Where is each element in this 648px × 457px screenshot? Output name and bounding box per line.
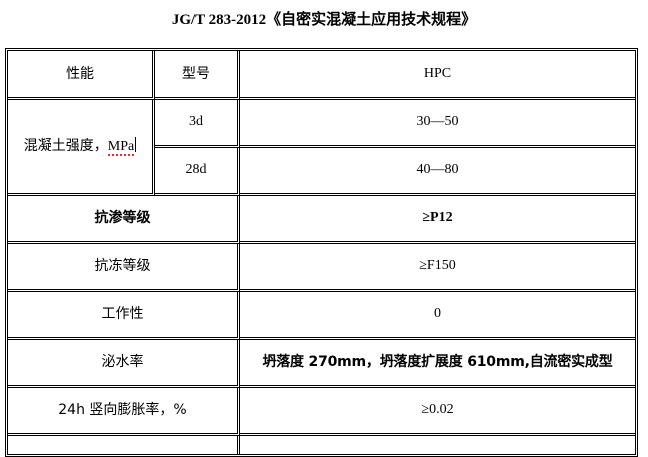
table-row: 28d 40—80 [8,148,635,196]
row-label-frost-resistance-grade: 抗冻等级 [8,244,240,292]
cell-age-3d: 3d [155,100,240,148]
standard-code: JG/T 283-2012 [171,12,267,28]
table-row [8,436,635,454]
cell-bleeding-rate-value: 坍落度 270mm，坍落度扩展度 610mm,自流密实成型 [240,340,635,388]
row-label-vertical-expansion-24h: 24h 竖向膨胀率，% [8,388,240,436]
specification-table: 性能 型号 HPC 混凝土强度，MPa 3d 30—50 28d 40—80 抗… [5,48,638,457]
cell-frost-resistance-value: ≥F150 [240,244,635,292]
table-row: 混凝土强度，MPa 3d 30—50 [8,100,635,196]
table-header-row: 性能 型号 HPC [8,51,635,100]
cell-empty [240,436,635,454]
cell-strength-3d: 30—50 [240,100,635,148]
header-property: 性能 [8,51,155,100]
spellcheck-word: MPa [107,139,135,157]
header-model: 型号 [155,51,240,100]
text-cursor [135,137,137,153]
cell-age-28d: 28d [155,148,240,196]
table-row: 抗渗等级 ≥P12 [8,196,635,244]
table-row: 泌水率 坍落度 270mm，坍落度扩展度 610mm,自流密实成型 [8,340,635,388]
document-page: JG/T 283-2012《自密实混凝土应用技术规程》 性能 型号 HPC 混凝… [0,9,648,457]
row-label-concrete-strength: 混凝土强度，MPa [8,100,155,196]
row-label-workability: 工作性 [8,292,240,340]
row-label-bleeding-rate: 泌水率 [8,340,240,388]
row-label-impermeability-grade: 抗渗等级 [8,196,240,244]
row-label-empty [8,436,240,454]
cell-strength-28d: 40—80 [240,148,635,196]
standard-name: 《自密实混凝土应用技术规程》 [266,10,477,28]
table-row: 工作性 0 [8,292,635,340]
table-row: 抗冻等级 ≥F150 [8,244,635,292]
cell-impermeability-value: ≥P12 [240,196,635,244]
cell-workability-value: 0 [240,292,635,340]
row-label-text: 混凝土强度， [23,138,108,155]
cell-vertical-expansion-value: ≥0.02 [240,388,635,436]
table-row: 24h 竖向膨胀率，% ≥0.02 [8,388,635,436]
page-title: JG/T 283-2012《自密实混凝土应用技术规程》 [0,9,648,30]
header-product: HPC [240,51,635,100]
